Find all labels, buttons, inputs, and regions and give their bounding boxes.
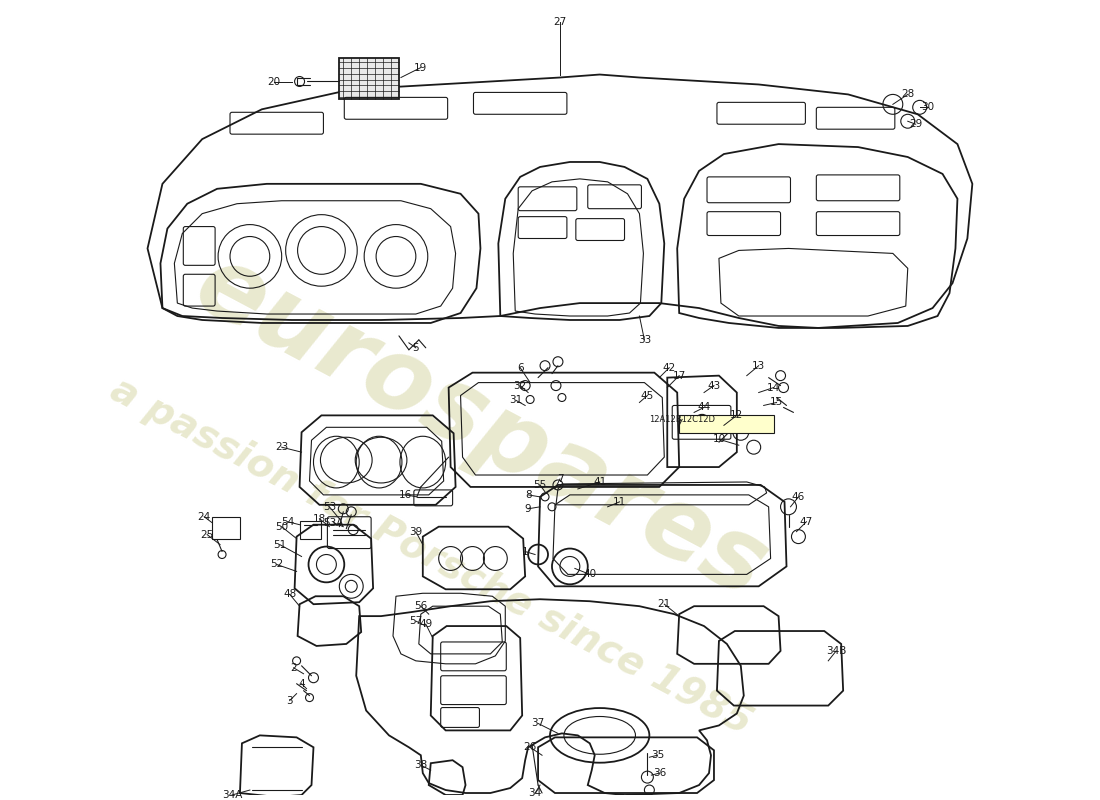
Text: 31: 31 (509, 395, 522, 406)
Text: 47: 47 (800, 517, 813, 526)
Text: 5: 5 (412, 343, 419, 353)
Text: 51: 51 (273, 539, 286, 550)
Text: 25: 25 (200, 530, 213, 540)
Text: 18: 18 (312, 514, 326, 524)
Text: 16: 16 (399, 490, 412, 500)
Text: 50: 50 (275, 522, 288, 532)
Text: 17: 17 (672, 370, 685, 381)
Text: 14: 14 (767, 382, 780, 393)
Text: 7: 7 (557, 474, 563, 484)
Text: 56: 56 (415, 601, 428, 611)
Text: 13: 13 (752, 361, 766, 370)
Text: 27: 27 (553, 17, 566, 27)
Text: 12A12B12C12D: 12A12B12C12D (649, 415, 715, 424)
Text: 44: 44 (697, 402, 711, 413)
Text: 26: 26 (524, 742, 537, 752)
Text: 20: 20 (267, 78, 280, 87)
Text: eurospares: eurospares (178, 236, 782, 618)
Text: 12: 12 (730, 410, 744, 420)
Text: 29: 29 (909, 119, 922, 130)
Text: 32: 32 (514, 381, 527, 390)
Text: 34A: 34A (222, 790, 242, 800)
Text: 48: 48 (283, 590, 296, 599)
Text: 34: 34 (528, 788, 541, 798)
Text: 15: 15 (770, 398, 783, 407)
Text: 41: 41 (593, 477, 606, 487)
Text: 35: 35 (651, 750, 664, 760)
Text: 43: 43 (707, 381, 721, 390)
Text: 53: 53 (322, 502, 335, 512)
Text: 38: 38 (415, 760, 428, 770)
Text: 19: 19 (415, 62, 428, 73)
Text: 55: 55 (534, 480, 547, 490)
Text: 30: 30 (921, 102, 934, 112)
Polygon shape (339, 58, 399, 99)
Text: 4: 4 (298, 678, 305, 689)
Bar (679, 415, 773, 434)
Text: 28: 28 (901, 90, 914, 99)
Text: 1: 1 (521, 546, 528, 557)
Text: 53A: 53A (323, 518, 343, 528)
Text: 52: 52 (271, 559, 284, 570)
Text: 45: 45 (641, 390, 654, 401)
Text: 2: 2 (290, 662, 297, 673)
Text: 8: 8 (525, 490, 531, 500)
Text: 46: 46 (792, 492, 805, 502)
Text: 57: 57 (409, 616, 422, 626)
Text: 24: 24 (198, 512, 211, 522)
Text: 23: 23 (275, 442, 288, 452)
Text: 54: 54 (280, 517, 295, 526)
Text: 37: 37 (531, 718, 544, 729)
Text: 39: 39 (409, 526, 422, 537)
Text: 6: 6 (517, 362, 524, 373)
Text: 21: 21 (658, 599, 671, 610)
Text: 3: 3 (286, 695, 293, 706)
Text: a passion for Porsche since 1985: a passion for Porsche since 1985 (103, 370, 758, 742)
Text: 11: 11 (613, 497, 626, 507)
Text: 33: 33 (638, 335, 651, 345)
Text: 40: 40 (583, 570, 596, 579)
Text: 42: 42 (662, 362, 675, 373)
Text: 34B: 34B (826, 646, 846, 656)
Bar (212, 517, 240, 538)
Text: 9: 9 (525, 504, 531, 514)
Text: 49: 49 (419, 619, 432, 629)
Bar (299, 521, 321, 538)
Text: 36: 36 (652, 768, 666, 778)
Text: 10: 10 (713, 434, 726, 444)
